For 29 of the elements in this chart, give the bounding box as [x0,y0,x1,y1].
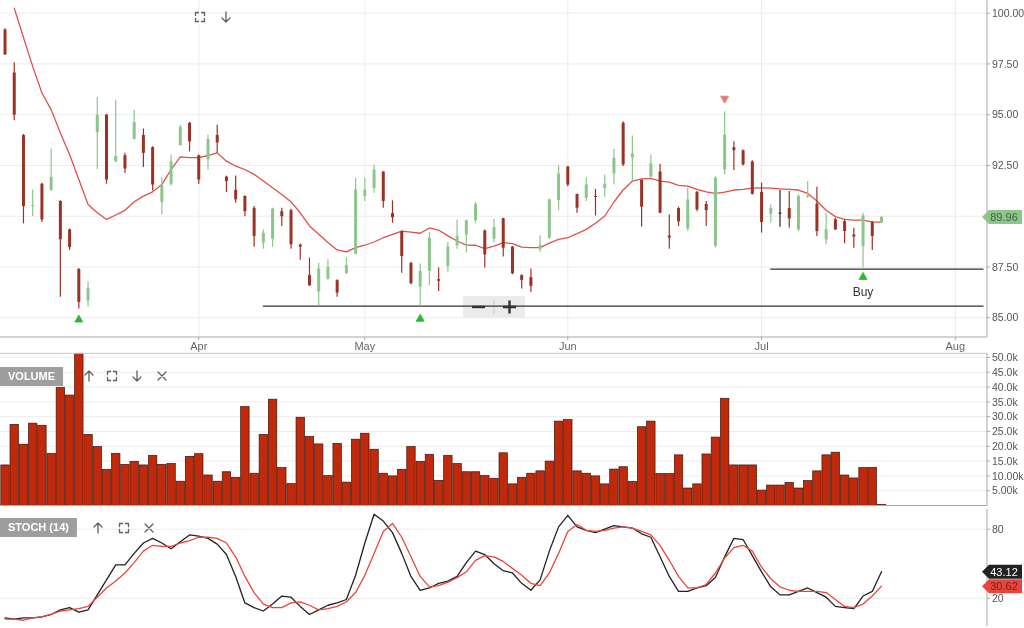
x-tick-label: Jun [558,339,577,352]
y-tick-label: 25.0k [992,425,1019,438]
annotation: 30.62 [990,580,1018,593]
y-tick-label: 85.00 [992,311,1019,324]
y-tick-label: 10.00k [992,469,1024,482]
y-tick-label: 20 [992,592,1004,605]
y-tick-label: 87.50 [992,260,1019,273]
y-tick-label: 80 [992,522,1004,535]
y-tick-label: 40.0k [992,380,1019,393]
annotation: 89.96 [990,210,1018,223]
data-label: Buy [852,285,874,300]
y-tick-label: 50.0k [992,351,1019,364]
y-tick-label: 92.50 [992,159,1019,172]
y-tick-label: 97.50 [992,57,1019,70]
x-tick-label: Aug [945,339,966,352]
x-tick-label: Apr [190,339,208,352]
text: STOCH (14) [8,521,70,534]
y-tick-label: 5.00k [992,484,1019,497]
y-tick-label: 95.00 [992,108,1019,121]
annotation: 43.12 [990,565,1018,578]
y-tick-label: 30.0k [992,410,1019,423]
y-tick-label: 100.00 [992,6,1024,19]
y-tick-label: 35.0k [992,395,1019,408]
x-tick-label: May [354,339,376,352]
text: VOLUME [8,370,56,383]
y-tick-label: 15.0k [992,454,1019,467]
y-tick-label: 20.0k [992,439,1019,452]
y-tick-label: 45.0k [992,365,1019,378]
x-tick-label: Jul [754,339,769,352]
